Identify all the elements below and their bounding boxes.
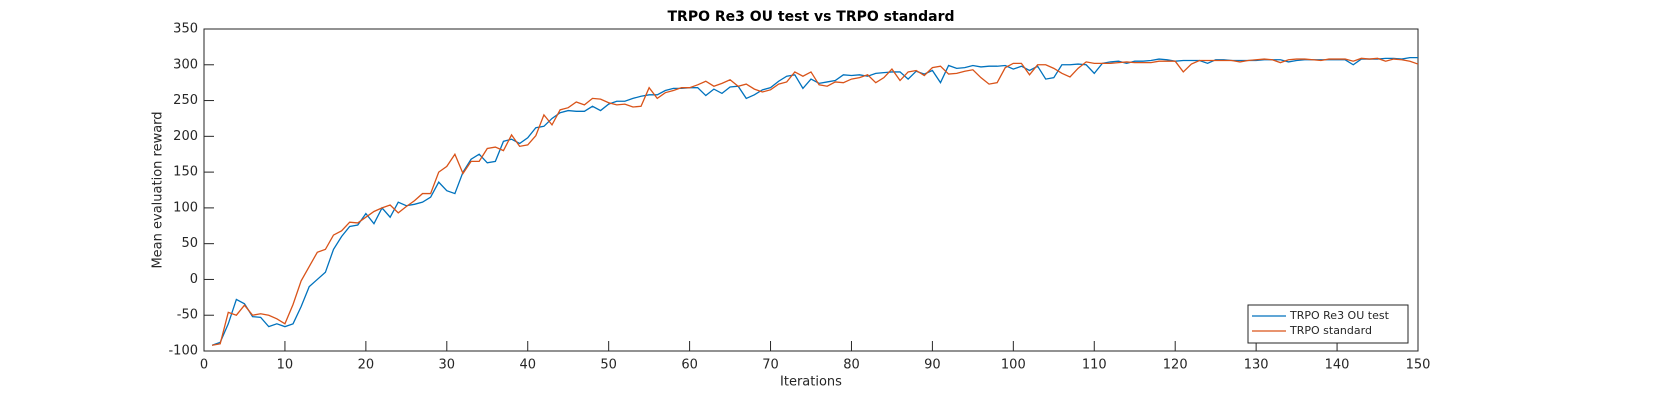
x-tick-label: 70 [762,358,779,373]
x-tick-label: 60 [681,358,698,373]
legend-label: TRPO standard [1289,324,1372,337]
y-tick-label: 150 [173,165,198,180]
plot-frame [203,28,1419,352]
legend-label: TRPO Re3 OU test [1289,309,1390,322]
y-tick-label: 350 [173,22,198,37]
x-tick-label: 0 [200,358,208,373]
x-tick-label: 100 [1001,358,1026,373]
y-tick-label: 250 [173,93,198,108]
x-tick-label: 40 [519,358,536,373]
y-tick-label: 0 [190,272,198,287]
y-tick-label: 50 [181,236,198,251]
x-tick-label: 110 [1082,358,1107,373]
x-tick-label: 10 [277,358,294,373]
y-tick-label: -50 [177,308,198,323]
series-line [211,56,1418,346]
legend-box [1247,304,1409,344]
y-tick-label: 100 [173,200,198,215]
x-tick-label: 140 [1325,358,1350,373]
y-tick-label: 300 [173,57,198,72]
x-tick-label: 20 [358,358,375,373]
x-tick-label: 150 [1406,358,1431,373]
x-tick-label: 130 [1244,358,1269,373]
x-axis-label: Iterations [780,375,842,390]
y-tick-label: -100 [168,344,198,359]
x-tick-label: 50 [600,358,617,373]
chart-title: TRPO Re3 OU test vs TRPO standard [667,9,954,25]
y-tick-label: 200 [173,129,198,144]
x-tick-label: 30 [439,358,456,373]
x-tick-label: 90 [924,358,941,373]
series-line [211,57,1419,346]
x-tick-label: 120 [1163,358,1188,373]
y-axis-label: Mean evaluation reward [151,111,166,268]
x-tick-label: 80 [843,358,860,373]
